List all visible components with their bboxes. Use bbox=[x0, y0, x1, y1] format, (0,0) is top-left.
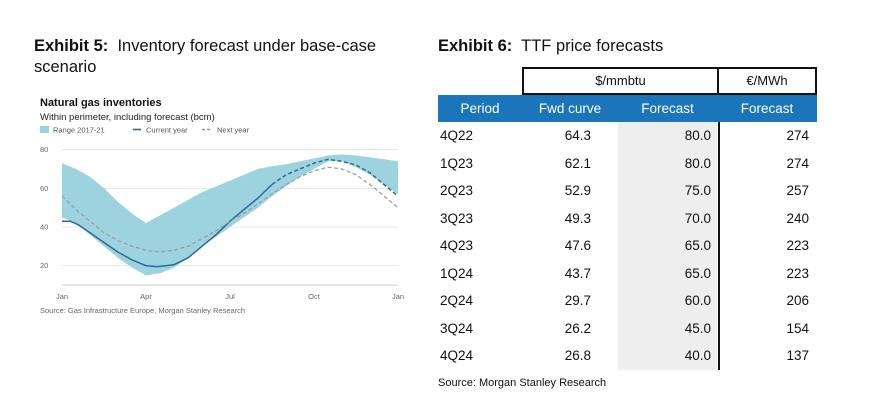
header-forecast-usd: Forecast bbox=[641, 101, 694, 116]
legend-label-current: Current year bbox=[146, 126, 188, 135]
cell-forecast: 75.0 bbox=[684, 183, 711, 198]
cell-period: 1Q24 bbox=[440, 265, 474, 281]
cell-eur: 274 bbox=[786, 128, 809, 143]
cell-period: 3Q24 bbox=[440, 320, 474, 336]
cell-eur: 206 bbox=[786, 293, 809, 308]
chart-title: Natural gas inventories bbox=[40, 97, 162, 109]
exhibit-5-text: Inventory forecast under base-case scena… bbox=[34, 37, 377, 76]
cell-forecast: 60.0 bbox=[684, 293, 711, 308]
table-row: 1Q24 43.7 65.0 223 bbox=[438, 260, 817, 287]
cell-forecast: 80.0 bbox=[684, 155, 711, 171]
cell-eur: 223 bbox=[786, 238, 809, 253]
chart-subtitle: Within perimeter, including forecast (bc… bbox=[40, 112, 215, 123]
cell-period: 2Q23 bbox=[440, 183, 474, 198]
table-row: 3Q23 49.3 70.0 240 bbox=[438, 205, 817, 232]
cell-forecast: 45.0 bbox=[684, 320, 711, 336]
header-forecast-eur: Forecast bbox=[740, 101, 794, 116]
legend-label-next: Next year bbox=[217, 126, 250, 135]
cell-fwd: 64.3 bbox=[564, 128, 591, 143]
legend-swatch-range bbox=[40, 126, 49, 133]
cell-forecast: 65.0 bbox=[684, 238, 711, 253]
header-period: Period bbox=[460, 101, 500, 116]
table-row: 2Q24 29.7 60.0 206 bbox=[438, 287, 817, 314]
cell-period: 4Q24 bbox=[440, 348, 474, 363]
table-header-row: Period Fwd curve Forecast Forecast bbox=[438, 95, 817, 122]
exhibit-6-title: Exhibit 6: TTF price forecasts bbox=[438, 36, 838, 57]
cell-period: 1Q23 bbox=[440, 155, 474, 171]
series-line-current-year-forecast bbox=[271, 158, 399, 197]
y-tick-label: 60 bbox=[40, 184, 48, 193]
x-tick-label: Apr bbox=[140, 292, 152, 301]
table-divider bbox=[718, 122, 720, 370]
exhibit-6-text: TTF price forecasts bbox=[521, 37, 664, 55]
cell-forecast: 65.0 bbox=[684, 265, 711, 281]
inventory-chart: Range 2017-21 Current year Next year 20 40 60… bbox=[40, 126, 404, 301]
cell-forecast: 80.0 bbox=[684, 128, 711, 143]
cell-fwd: 62.1 bbox=[564, 155, 591, 171]
forecast-column-shade bbox=[618, 122, 717, 370]
cell-eur: 257 bbox=[786, 183, 809, 198]
cell-forecast: 70.0 bbox=[684, 210, 711, 226]
table-row: 1Q23 62.1 80.0 274 bbox=[438, 150, 817, 177]
series-range-band bbox=[62, 154, 398, 276]
cell-eur: 137 bbox=[786, 348, 809, 363]
cell-eur: 274 bbox=[786, 155, 809, 171]
unit-header-eur: €/MWh bbox=[717, 67, 817, 95]
table-source: Source: Morgan Stanley Research bbox=[438, 377, 607, 389]
table-row: 4Q24 26.8 40.0 137 bbox=[438, 342, 817, 369]
header-fwd-curve: Fwd curve bbox=[538, 101, 602, 116]
chart-source: Source: Gas Infrastructure Europe, Morga… bbox=[40, 306, 246, 315]
cell-fwd: 47.6 bbox=[564, 238, 591, 253]
cell-fwd: 43.7 bbox=[564, 265, 591, 281]
x-tick-label: Oct bbox=[308, 292, 321, 301]
y-tick-label: 80 bbox=[40, 145, 48, 154]
x-tick-label: Jan bbox=[56, 292, 68, 301]
cell-period: 3Q23 bbox=[440, 210, 474, 226]
cell-period: 4Q22 bbox=[440, 128, 474, 143]
table-row: 4Q22 64.3 80.0 274 bbox=[438, 122, 817, 149]
cell-fwd: 52.9 bbox=[564, 183, 591, 198]
exhibit-5-label: Exhibit 5: bbox=[34, 37, 109, 55]
exhibit-5-title: Exhibit 5: Inventory forecast under base… bbox=[34, 36, 414, 78]
y-tick-label: 40 bbox=[40, 223, 48, 232]
cell-eur: 154 bbox=[786, 320, 809, 336]
cell-fwd: 49.3 bbox=[564, 210, 591, 226]
series-line-next-year bbox=[61, 166, 399, 253]
cell-eur: 240 bbox=[786, 210, 809, 226]
exhibit-6-label: Exhibit 6: bbox=[438, 37, 513, 55]
cell-eur: 223 bbox=[786, 265, 809, 281]
table-row: 3Q24 26.2 45.0 154 bbox=[438, 315, 817, 342]
cell-fwd: 26.2 bbox=[564, 320, 591, 336]
cell-period: 2Q24 bbox=[440, 293, 474, 308]
cell-period: 4Q23 bbox=[440, 238, 474, 253]
unit-header-usd: $/mmbtu bbox=[522, 67, 719, 95]
cell-fwd: 29.7 bbox=[564, 293, 591, 308]
y-tick-label: 20 bbox=[40, 261, 48, 270]
table-row: 2Q23 52.9 75.0 257 bbox=[438, 177, 817, 204]
cell-forecast: 40.0 bbox=[684, 348, 711, 363]
legend-label-range: Range 2017-21 bbox=[53, 126, 105, 135]
cell-fwd: 26.8 bbox=[564, 348, 591, 363]
x-tick-label: Jan bbox=[392, 292, 404, 301]
table-row: 4Q23 47.6 65.0 223 bbox=[438, 232, 817, 259]
x-tick-label: Jul bbox=[225, 292, 235, 301]
